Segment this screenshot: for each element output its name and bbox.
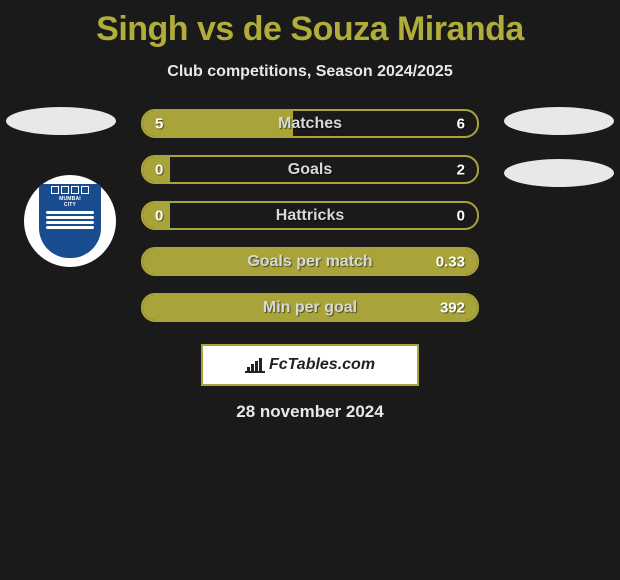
player-right-ellipse-2 — [504, 159, 614, 187]
stat-row: Hattricks 0 0 — [141, 201, 479, 230]
stat-value-right: 2 — [457, 161, 465, 178]
stat-row: Goals per match 0.33 — [141, 247, 479, 276]
club-badge-text-2: CITY — [64, 203, 76, 209]
stat-value-right: 0 — [457, 207, 465, 224]
stat-label: Goals — [288, 161, 332, 179]
stat-value-left: 0 — [155, 161, 163, 178]
player-left-ellipse — [6, 107, 116, 135]
page-title: Singh vs de Souza Miranda — [0, 0, 620, 49]
stat-row: Matches 5 6 — [141, 109, 479, 138]
player-right-ellipse-1 — [504, 107, 614, 135]
stat-row: Goals 0 2 — [141, 155, 479, 184]
stat-label: Matches — [278, 115, 342, 133]
stat-value-right: 0.33 — [436, 253, 465, 270]
comparison-area: MUMBAI CITY Matches56Goals02Hattricks00G… — [0, 109, 620, 422]
chart-icon — [245, 357, 265, 373]
stat-row: Min per goal 392 — [141, 293, 479, 322]
stat-label: Min per goal — [263, 299, 357, 317]
stat-label: Goals per match — [247, 253, 372, 271]
source-box: FcTables.com — [201, 344, 419, 386]
stat-bar-fill — [143, 111, 293, 136]
date-label: 28 november 2024 — [0, 402, 620, 422]
source-label: FcTables.com — [269, 356, 375, 374]
club-badge: MUMBAI CITY — [24, 175, 116, 267]
stat-value-right: 6 — [457, 115, 465, 132]
subtitle: Club competitions, Season 2024/2025 — [0, 63, 620, 81]
stat-label: Hattricks — [276, 207, 344, 225]
club-badge-shield: MUMBAI CITY — [39, 184, 101, 258]
stat-value-right: 392 — [440, 299, 465, 316]
stat-bars: Matches 5 6 Goals 0 2 Hattricks 0 0 Goals per mat… — [141, 109, 479, 322]
stat-value-left: 5 — [155, 115, 163, 132]
stat-value-left: 0 — [155, 207, 163, 224]
